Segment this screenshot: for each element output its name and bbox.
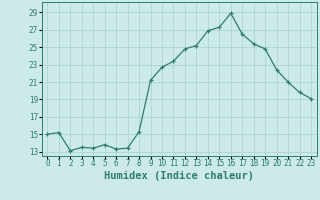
X-axis label: Humidex (Indice chaleur): Humidex (Indice chaleur) bbox=[104, 171, 254, 181]
